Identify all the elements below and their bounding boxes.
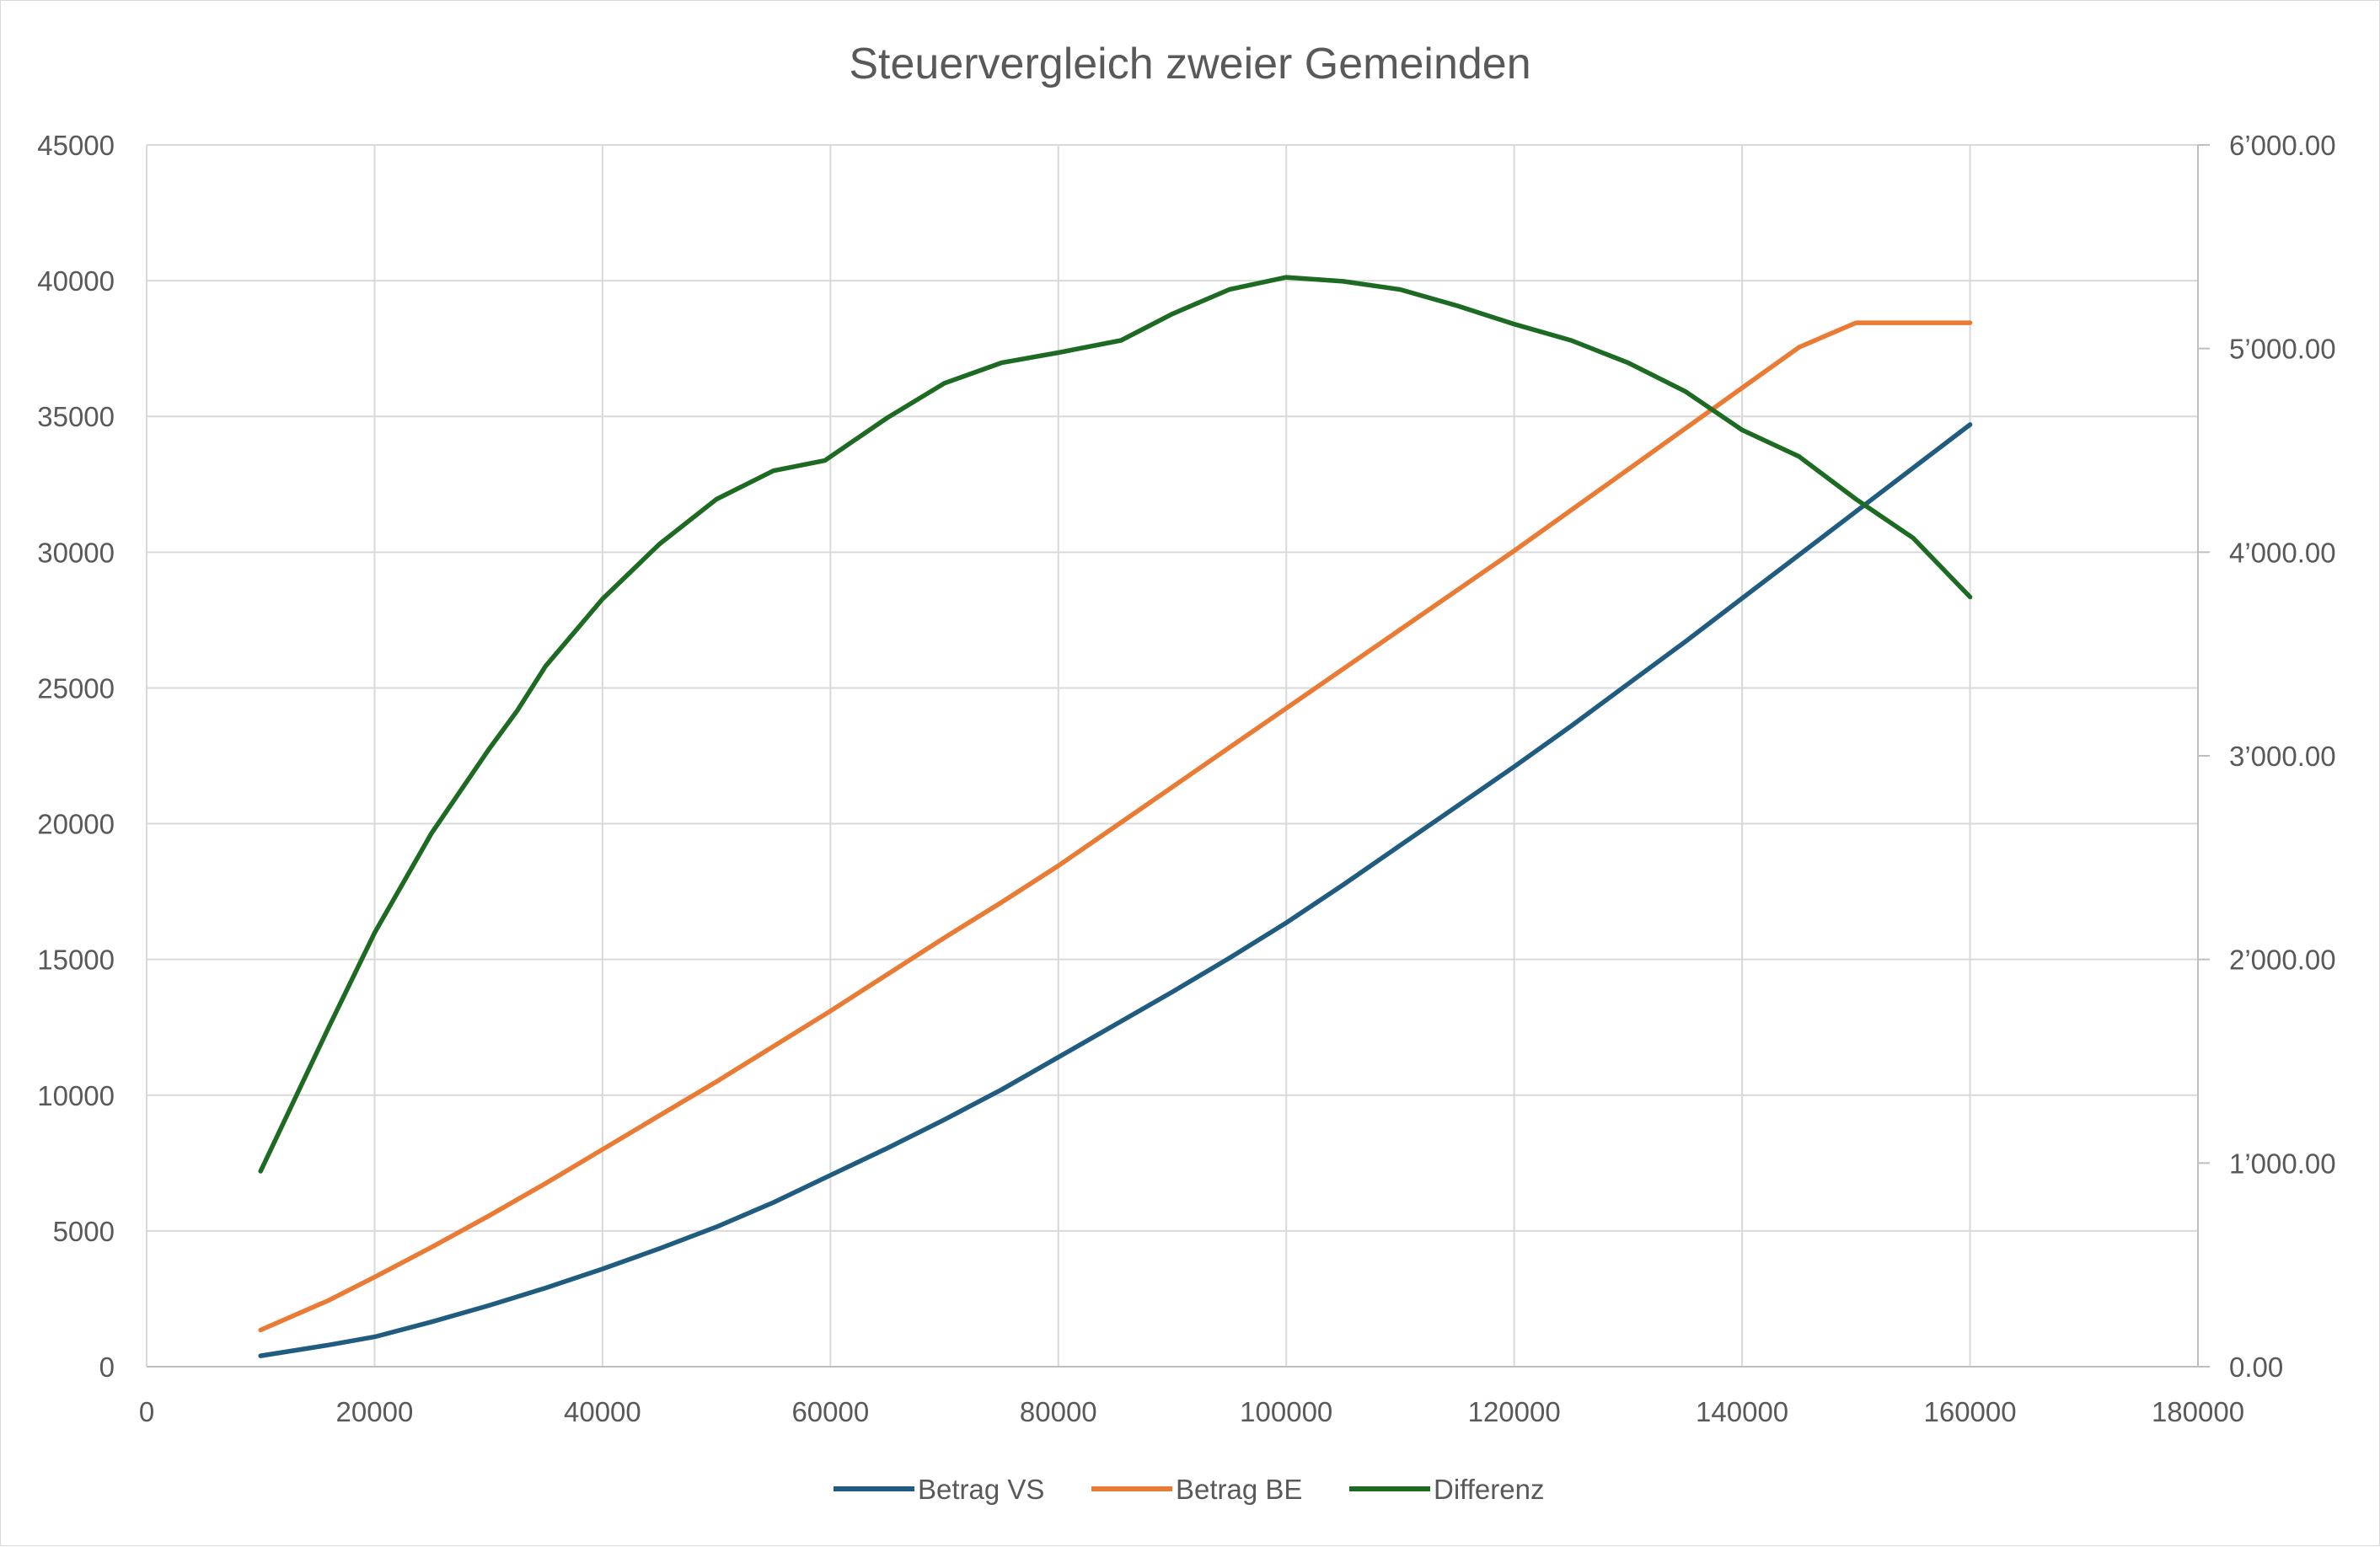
y-tick-label: 35000 bbox=[37, 401, 115, 432]
y2-tick-label: 1’000.00 bbox=[2229, 1148, 2336, 1179]
series-lines bbox=[258, 275, 1973, 1358]
axes: 0 5000 10000 15000 20000 25000 30000 35000 40000… bbox=[37, 130, 2335, 1427]
x-tick-label: 140000 bbox=[1696, 1396, 1788, 1427]
legend-label: Differenz bbox=[1434, 1474, 1544, 1505]
x-tick-label: 80000 bbox=[1020, 1396, 1097, 1427]
y-tick-label: 5000 bbox=[53, 1216, 115, 1247]
x-tick-label: 100000 bbox=[1240, 1396, 1332, 1427]
x-tick-label: 40000 bbox=[564, 1396, 641, 1427]
y-tick-label: 10000 bbox=[37, 1080, 115, 1111]
y2-tick-label: 6’000.00 bbox=[2229, 130, 2336, 161]
y2-tick-label: 2’000.00 bbox=[2229, 945, 2336, 976]
y-tick-label: 15000 bbox=[37, 945, 115, 976]
y-tick-label: 30000 bbox=[37, 537, 115, 568]
series-line-betrag-be bbox=[258, 320, 1973, 1333]
x-tick-label: 160000 bbox=[1923, 1396, 2016, 1427]
chart-title: Steuervergleich zweier Gemeinden bbox=[849, 40, 1530, 88]
legend: Betrag VS Betrag BE Differenz bbox=[834, 1474, 1544, 1505]
y2-tick-label: 3’000.00 bbox=[2229, 741, 2336, 772]
series-line-betrag-vs bbox=[258, 422, 1973, 1358]
x-tick-label: 60000 bbox=[791, 1396, 869, 1427]
x-tick-label: 180000 bbox=[2152, 1396, 2244, 1427]
y-tick-label: 25000 bbox=[37, 672, 115, 704]
y-tick-label: 0 bbox=[99, 1352, 115, 1383]
legend-label: Betrag VS bbox=[918, 1474, 1044, 1505]
x-tick-label: 20000 bbox=[336, 1396, 414, 1427]
y2-tick-label: 4’000.00 bbox=[2229, 537, 2336, 568]
y-tick-label: 40000 bbox=[37, 265, 115, 297]
y-tick-label: 45000 bbox=[37, 130, 115, 161]
series-line-differenz bbox=[258, 275, 1973, 1174]
grid-lines bbox=[146, 144, 2199, 1368]
legend-label: Betrag BE bbox=[1176, 1474, 1302, 1505]
x-tick-label: 120000 bbox=[1468, 1396, 1561, 1427]
y-tick-label: 20000 bbox=[37, 809, 115, 840]
y2-tick-label: 0.00 bbox=[2229, 1352, 2283, 1383]
x-tick-label: 0 bbox=[139, 1396, 154, 1427]
y2-tick-label: 5’000.00 bbox=[2229, 334, 2336, 365]
